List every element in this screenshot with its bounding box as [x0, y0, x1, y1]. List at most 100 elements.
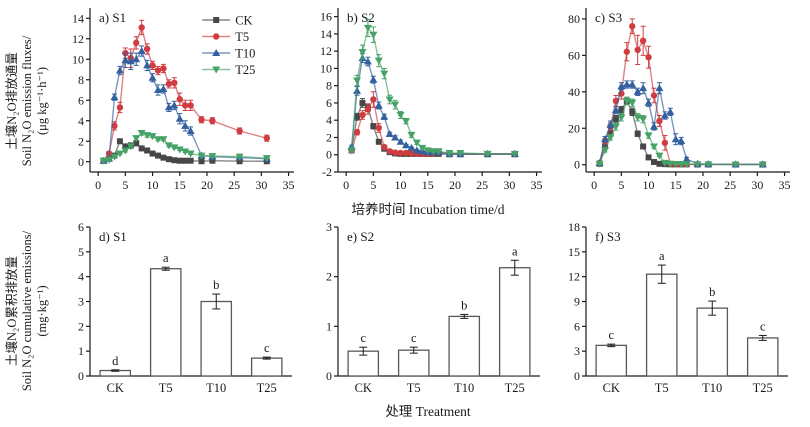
category-label: T10: [206, 381, 226, 395]
square-marker: [370, 123, 377, 130]
circle-marker: [133, 39, 140, 47]
triangle-down-marker: [197, 152, 206, 160]
category-label: T5: [159, 381, 173, 395]
square-marker: [651, 158, 657, 165]
triangle-down-marker: [677, 161, 686, 169]
y-tick-label: 0: [326, 148, 332, 162]
y-tick-label: 16: [320, 10, 332, 24]
circle-marker: [171, 79, 178, 87]
treatment-axis-title: 处理 Treatment: [385, 404, 471, 419]
axes: [582, 8, 790, 176]
square-marker: [165, 156, 172, 163]
bar-T10: b: [200, 278, 233, 377]
x-tick-label: 25: [724, 178, 736, 192]
y-tick-label: 12: [568, 270, 580, 284]
panel-label: a) S1: [99, 10, 126, 25]
significance-letter: c: [760, 319, 766, 333]
y-tick-label: 8: [326, 79, 332, 93]
x-tick-label: 10: [395, 178, 407, 192]
y-tick-label: 18: [568, 220, 580, 234]
circle-marker: [165, 80, 173, 88]
circle-marker: [386, 148, 393, 155]
triangle-down-marker: [262, 155, 271, 163]
circle-marker: [375, 124, 382, 132]
x-tick-label: 35: [779, 178, 791, 192]
circle-marker: [645, 54, 652, 61]
square-marker: [656, 160, 663, 167]
y-tick-label: 9: [574, 295, 580, 309]
circle-marker: [391, 149, 399, 156]
triangle-down-marker: [380, 70, 389, 78]
x-tick-label: 0: [343, 178, 349, 192]
cumulative-y-axis-label: 土壤N₂O累积排放量 Soil N₂O cumulative emissions…: [0, 219, 54, 402]
circle-marker: [143, 45, 151, 53]
triangle-down-marker: [159, 136, 168, 144]
square-marker: [122, 143, 129, 150]
x-tick-label: 30: [255, 178, 267, 192]
y-tick-label: 10: [320, 61, 332, 75]
circle-marker: [353, 129, 361, 136]
square-marker: [236, 158, 243, 165]
triangle-down-marker: [418, 144, 427, 152]
triangle-up-marker: [115, 66, 124, 74]
y-tick-label: 2: [326, 130, 332, 144]
series-CK: [596, 96, 766, 168]
cumulative-y-axis-label-text: 土壤N₂O累积排放量 Soil N₂O cumulative emissions…: [5, 206, 49, 416]
y-tick-label: 0: [326, 369, 332, 383]
circle-marker: [629, 23, 636, 30]
panel-label: d) S1: [99, 229, 127, 244]
triangle-down-marker: [595, 160, 604, 168]
square-marker: [198, 158, 205, 165]
triangle-up-marker: [666, 107, 675, 115]
y-tick-label: 3: [574, 344, 580, 358]
significance-letter: a: [512, 244, 518, 258]
x-tick-label: 25: [476, 178, 488, 192]
y-tick-label: 6: [78, 93, 84, 107]
circle-marker: [397, 149, 404, 157]
circle-marker: [408, 150, 415, 157]
cum-ylabel-en: Soil N₂O cumulative emissions/: [19, 230, 34, 391]
triangle-down-marker: [731, 161, 740, 169]
circle-marker: [661, 139, 669, 147]
square-marker: [182, 157, 189, 164]
chart-d-s1-cumulative: 0 1 2 3 4 5 6 d) S1 d CK a T5 b T10 c T25: [78, 220, 292, 395]
triangle-up-marker: [126, 57, 135, 65]
triangle-down-marker: [412, 139, 421, 147]
triangle-up-marker: [164, 103, 173, 111]
y-tick-label: 12: [72, 32, 84, 46]
triangle-down-marker: [434, 148, 443, 156]
circle-marker: [381, 143, 388, 151]
y-tick-label: 2: [78, 319, 84, 333]
series-T25: [347, 18, 519, 158]
chart-b-s2-flux: -2 0 2 4 6 8 10 12 14 16 0 5 10 15 20 25 30 35 b) S2: [320, 8, 543, 192]
y-tick-label: 15: [568, 245, 580, 259]
circle-marker: [370, 96, 377, 103]
triangle-up-marker: [677, 137, 686, 145]
cumulative-row: 土壤N₂O累积排放量 Soil N₂O cumulative emissions…: [0, 219, 810, 402]
x-tick-label: 20: [201, 178, 213, 192]
triangle-up-marker: [396, 137, 405, 145]
triangle-down-marker: [132, 135, 141, 143]
circle-marker: [116, 104, 124, 111]
triangle-up-marker: [402, 141, 410, 149]
x-tick-label: 15: [174, 178, 186, 192]
x-tick-label: 0: [591, 178, 597, 192]
circle-marker: [236, 127, 243, 135]
triangle-down-marker: [170, 144, 179, 152]
square-marker: [144, 147, 151, 154]
x-tick-label: 35: [531, 178, 543, 192]
significance-letter: d: [112, 354, 119, 368]
triangle-up-marker: [148, 73, 157, 81]
triangle-down-marker: [601, 147, 610, 155]
triangle-up-marker: [212, 49, 221, 56]
triangle-down-marker: [611, 123, 620, 131]
triangle-down-marker: [510, 150, 519, 158]
y-tick-label: 6: [326, 96, 332, 110]
triangle-down-marker: [758, 161, 767, 169]
flux-ylabel-unit: (μg kg⁻¹·h⁻¹): [34, 67, 49, 136]
triangle-up-marker: [175, 114, 184, 122]
x-tick-label: 30: [503, 178, 515, 192]
bar-T5: c: [397, 331, 430, 377]
square-marker: [618, 107, 625, 114]
y-tick-label: 3: [326, 220, 332, 234]
